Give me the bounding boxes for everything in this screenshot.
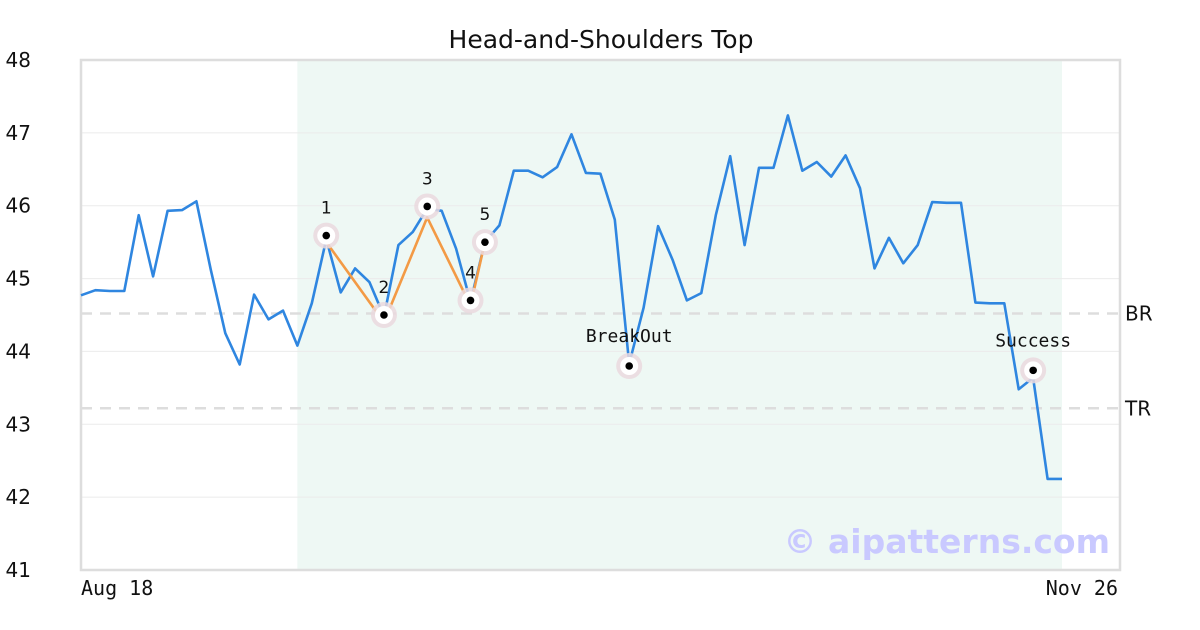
- event-breakout-dot: [625, 362, 634, 370]
- y-tick-labels: 41 42 43 44 45 46 47 48: [6, 48, 31, 582]
- pattern-point-5-dot: [481, 238, 489, 246]
- watermark-text: © aipatterns.com: [784, 522, 1110, 561]
- event-success-dot: [1029, 366, 1037, 375]
- y-tick-label: 46: [6, 194, 31, 218]
- grid-layer: [81, 132, 1120, 498]
- pattern-highlight-region: [297, 60, 1062, 570]
- x-tick-label-start: Aug 18: [81, 576, 153, 600]
- y-tick-label: 44: [6, 339, 31, 363]
- markers-layer: 1 2 3 4 5 BreakOut Success: [313, 169, 1071, 384]
- pattern-point-label-3: 3: [422, 169, 433, 189]
- level-label-tr: TR: [1124, 396, 1151, 420]
- price-series-layer: [80, 114, 1062, 481]
- pattern-point-4-dot: [466, 296, 475, 305]
- pattern-point-label-5: 5: [480, 205, 491, 225]
- level-label-br: BR: [1125, 302, 1153, 326]
- price-line: [80, 114, 1062, 481]
- x-tick-labels: Aug 18 Nov 26: [81, 576, 1118, 600]
- event-label-breakout: BreakOut: [586, 326, 673, 347]
- x-tick-label-end: Nov 26: [1046, 576, 1118, 600]
- pattern-point-label-1: 1: [321, 199, 332, 219]
- event-label-success: Success: [995, 330, 1071, 351]
- highlight-region-layer: [297, 60, 1062, 570]
- y-tick-label: 43: [6, 412, 31, 436]
- pattern-point-label-2: 2: [379, 278, 390, 298]
- level-lines-layer: BR TR: [81, 302, 1153, 420]
- watermark-layer: © aipatterns.com: [784, 522, 1110, 561]
- pattern-point-3-dot: [423, 202, 432, 211]
- y-tick-label: 45: [6, 267, 31, 291]
- pattern-point-2-dot: [380, 311, 388, 319]
- y-tick-label: 47: [6, 121, 31, 145]
- y-tick-label: 41: [6, 558, 31, 582]
- y-tick-label: 42: [6, 485, 31, 509]
- pattern-point-label-4: 4: [465, 263, 476, 283]
- chart-title: Head-and-Shoulders Top: [449, 25, 754, 54]
- plot-frame: [79, 58, 1122, 572]
- y-tick-label: 48: [6, 48, 31, 72]
- pattern-point-1-dot: [322, 231, 331, 240]
